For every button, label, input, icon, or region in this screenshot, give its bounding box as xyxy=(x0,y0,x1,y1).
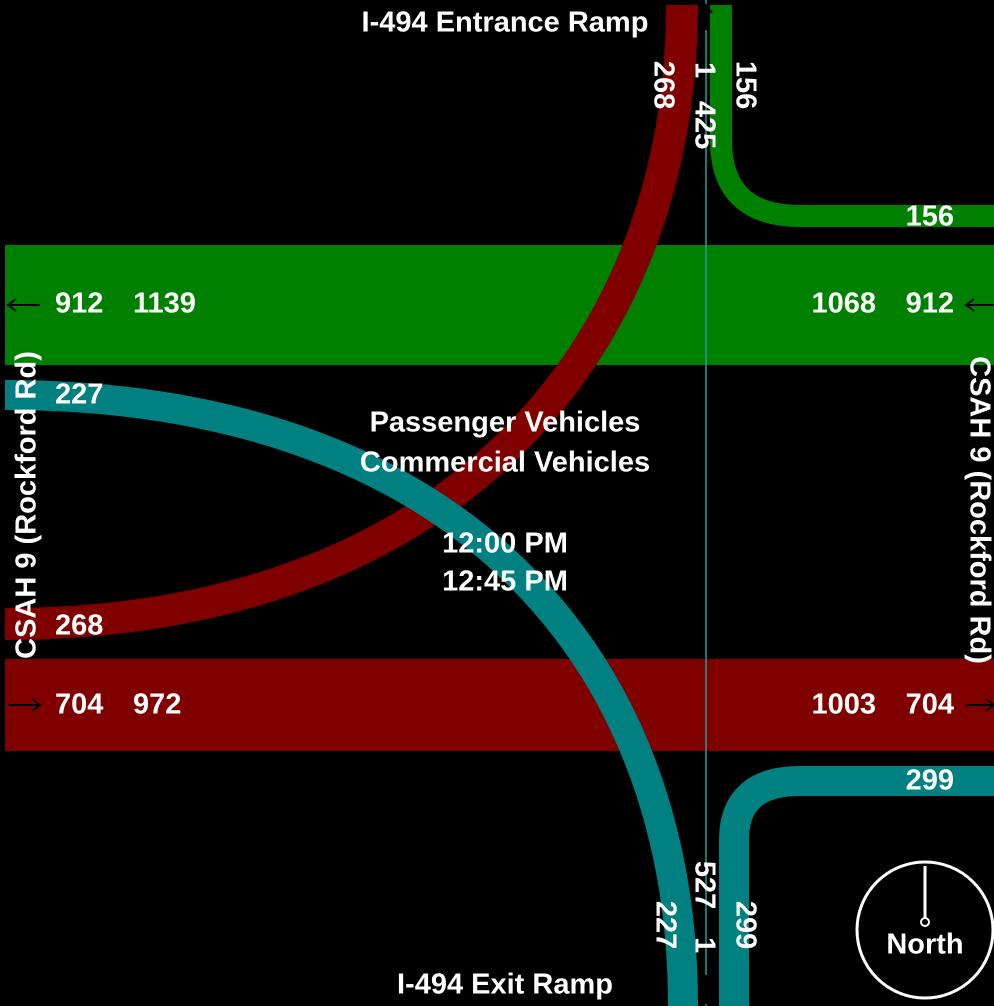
flow-value: 704 xyxy=(906,689,954,721)
road-label: CSAH 9 (Rockford Rd) xyxy=(963,356,994,664)
road-label: I-494 Exit Ramp xyxy=(397,969,613,1001)
flow-value: 299 xyxy=(906,765,954,797)
flow-value: 972 xyxy=(133,689,181,721)
teal-curve xyxy=(4,380,698,1006)
flow-value: 1003 xyxy=(811,689,876,721)
compass-label: North xyxy=(886,929,963,961)
flow-value: 227 xyxy=(649,901,681,949)
time-text: 12:00 PM xyxy=(442,528,568,560)
red-band xyxy=(5,659,994,751)
flow-value: 268 xyxy=(55,610,103,642)
flow-value: 156 xyxy=(906,201,954,233)
compass xyxy=(855,860,994,1000)
flow-value: 227 xyxy=(55,379,103,411)
red-curve xyxy=(4,4,698,640)
flow-value: 268 xyxy=(647,61,679,109)
flow-value: 1068 xyxy=(811,288,876,320)
arrows xyxy=(6,3,994,1005)
flow-value: 1 xyxy=(688,62,720,78)
legend-text: Passenger Vehicles xyxy=(370,407,641,439)
flow-value: 299 xyxy=(729,901,761,949)
teal-corner xyxy=(719,766,994,1006)
flow-value: 912 xyxy=(906,288,954,320)
flow-value: 425 xyxy=(688,101,720,149)
flow-value: 156 xyxy=(729,61,761,109)
flow-value: 912 xyxy=(55,288,103,320)
legend-text: Commercial Vehicles xyxy=(360,447,650,479)
road-label: CSAH 9 (Rockford Rd) xyxy=(11,351,43,659)
flow-value: 1 xyxy=(688,937,720,953)
road-label: I-494 Entrance Ramp xyxy=(362,7,649,39)
green-corner xyxy=(710,5,994,227)
flow-value: 527 xyxy=(688,861,720,909)
time-text: 12:45 PM xyxy=(442,566,568,598)
green-band xyxy=(5,245,994,365)
flow-value: 704 xyxy=(55,689,103,721)
flow-value: 1139 xyxy=(133,288,196,320)
